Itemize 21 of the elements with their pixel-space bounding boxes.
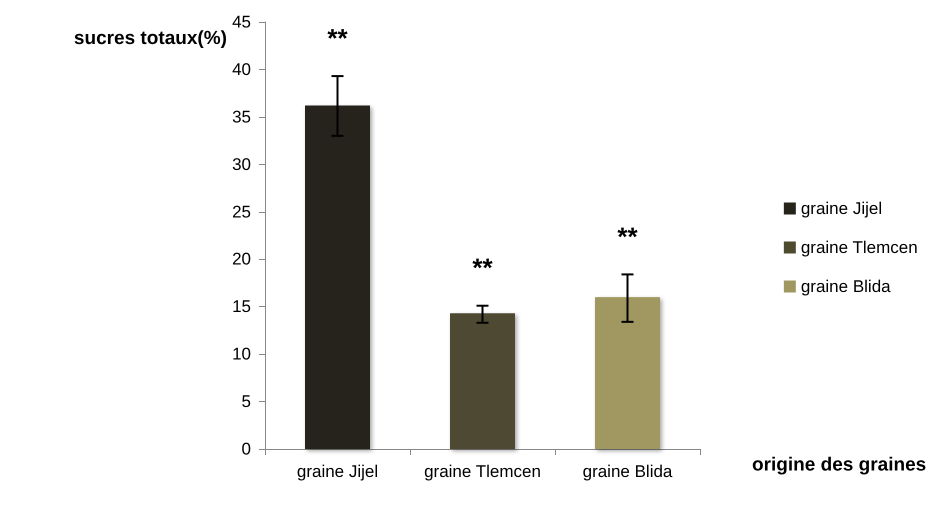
y-tick-label: 15 bbox=[232, 297, 251, 316]
y-axis-title: sucres totaux(%) bbox=[74, 28, 227, 49]
x-tick-label: graine Tlemcen bbox=[424, 462, 541, 481]
y-tick-label: 25 bbox=[232, 202, 251, 222]
annotation: ** bbox=[617, 221, 638, 252]
x-tick-label: graine Jijel bbox=[296, 462, 378, 481]
legend-label: graine Jijel bbox=[800, 199, 882, 218]
y-tick-label: 40 bbox=[232, 60, 251, 79]
x-tick-label: graine Blida bbox=[582, 462, 673, 481]
y-tick-label: 35 bbox=[232, 107, 251, 126]
y-tick-label: 5 bbox=[242, 392, 251, 412]
y-tick-label: 30 bbox=[232, 154, 251, 174]
y-tick-label: 10 bbox=[232, 344, 251, 364]
y-tick-label: 0 bbox=[242, 440, 251, 458]
y-tick-label: 45 bbox=[232, 12, 251, 32]
legend-label: graine Blida bbox=[800, 277, 892, 296]
y-tick-label: 20 bbox=[232, 250, 251, 269]
legend-label: graine Tlemcen bbox=[800, 238, 918, 257]
annotation: ** bbox=[472, 252, 494, 283]
x-axis-title: origine des graines bbox=[752, 454, 926, 476]
annotation: ** bbox=[327, 23, 348, 54]
